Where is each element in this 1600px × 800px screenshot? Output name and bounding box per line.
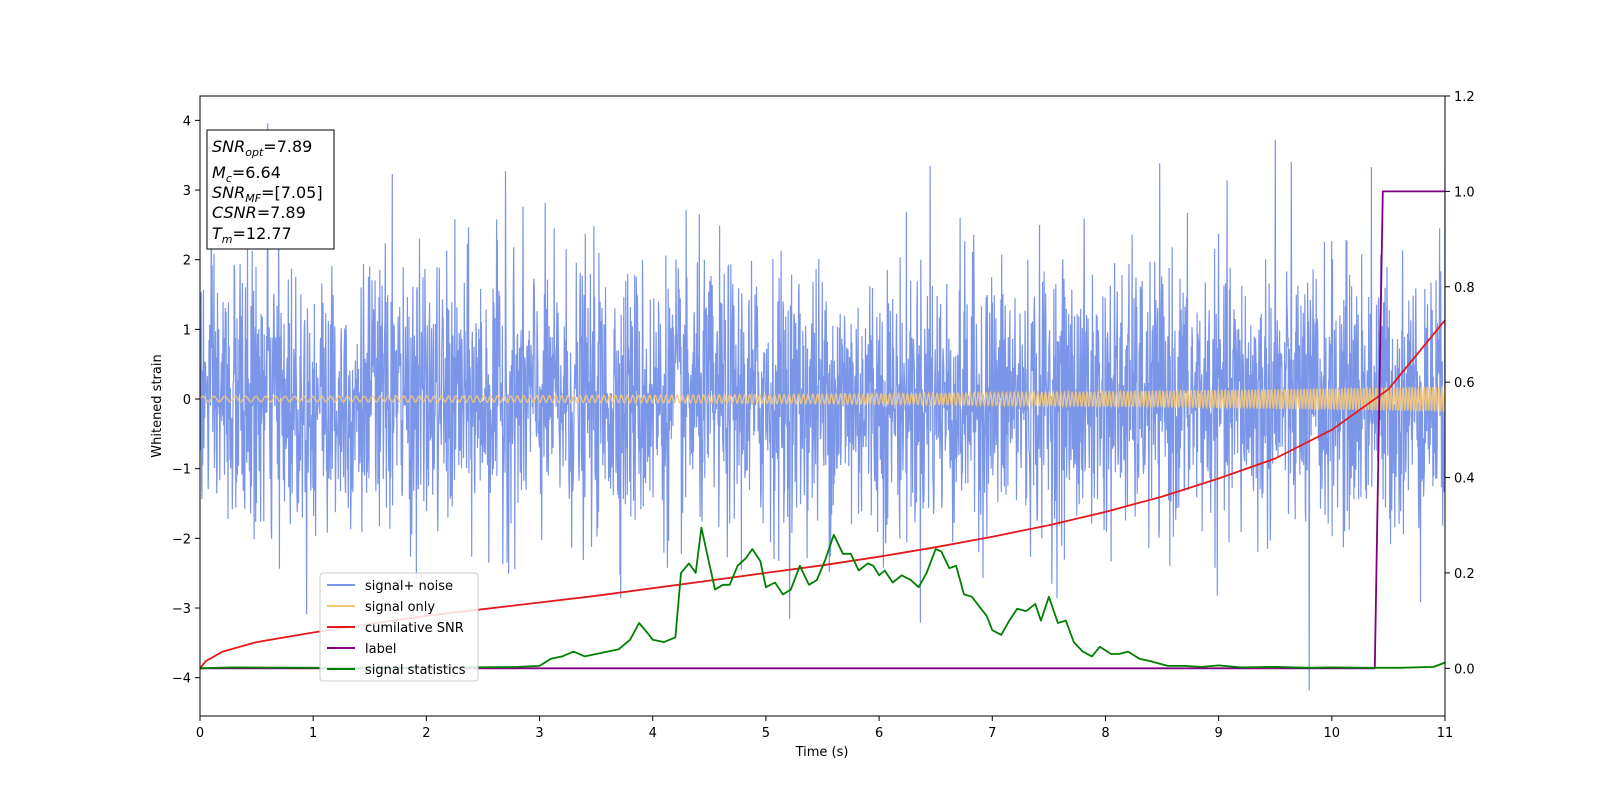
y-tick-label-4: 4	[183, 114, 191, 129]
y2-tick-label-0.6: 0.6	[1454, 376, 1475, 391]
y-tick-label--4: −4	[172, 672, 191, 687]
x-axis-label: Time (s)	[795, 745, 849, 760]
x-tick-label-11: 11	[1437, 726, 1454, 741]
annotation-line-snr-mf: SNRMF=[7.05]	[212, 183, 323, 205]
x-tick-label-10: 10	[1324, 726, 1341, 741]
annotation-box: SNRopt=7.89 Mc=6.64 SNRMF=[7.05] CSNR=7.…	[206, 129, 335, 250]
series-signal-only	[200, 384, 1445, 413]
axes-layer: 0 1 2 3 4 5 6 7 8 9 10 11 −4 −3 −2 −1 0 1 2 3 4 0.0 0.2 0.4 0.6 0…	[172, 90, 1475, 741]
y-tick-label--1: −1	[172, 463, 191, 478]
y2-tick-label-0.0: 0.0	[1454, 662, 1475, 677]
x-tick-label-1: 1	[309, 726, 317, 741]
y2-tick-label-1.2: 1.2	[1454, 90, 1475, 105]
annotation-line-tm: Tm=12.77	[212, 224, 292, 246]
y-tick-label-1: 1	[183, 323, 191, 338]
annotation-line-csnr: CSNR=7.89	[212, 203, 306, 222]
x-tick-label-3: 3	[535, 726, 543, 741]
annotation-frame	[206, 129, 335, 250]
legend-label-label: label	[365, 642, 396, 657]
y-tick-label--3: −3	[172, 602, 191, 617]
series-signal-noise	[200, 123, 1445, 691]
x-tick-label-0: 0	[196, 726, 204, 741]
x-tick-label-9: 9	[1214, 726, 1222, 741]
y-tick-label-0: 0	[183, 393, 191, 408]
legend-label-signal-statistics: signal statistics	[365, 663, 466, 678]
x-tick-label-4: 4	[649, 726, 657, 741]
y2-tick-label-0.4: 0.4	[1454, 472, 1475, 487]
y-tick-label-2: 2	[183, 254, 191, 269]
x-tick-label-6: 6	[875, 726, 883, 741]
series-label	[200, 190, 1445, 670]
x-tick-label-7: 7	[988, 726, 996, 741]
legend-label-signal-noise: signal+ noise	[365, 579, 453, 594]
y-axis-label: Whitened strain	[150, 354, 165, 457]
x-tick-label-5: 5	[762, 726, 770, 741]
y-tick-label-3: 3	[183, 184, 191, 199]
plot-frame	[199, 95, 1446, 717]
legend: signal+ noise signal only cumilative SNR…	[319, 572, 479, 682]
series-signal-statistics	[200, 526, 1445, 670]
x-tick-label-8: 8	[1101, 726, 1109, 741]
legend-frame	[319, 572, 479, 682]
y-tick-label--2: −2	[172, 532, 191, 547]
legend-label-signal-only: signal only	[365, 600, 435, 615]
series-cumulative-snr	[200, 319, 1445, 669]
y2-tick-label-0.2: 0.2	[1454, 567, 1475, 582]
x-tick-label-2: 2	[422, 726, 430, 741]
legend-label-cumulative-snr: cumilative SNR	[365, 621, 464, 636]
annotation-line-snr-opt: SNRopt=7.89	[212, 137, 312, 159]
y2-tick-label-1.0: 1.0	[1454, 185, 1475, 200]
annotation-line-mc: Mc=6.64	[212, 163, 281, 185]
series-layer	[200, 123, 1445, 691]
y2-tick-label-0.8: 0.8	[1454, 281, 1475, 296]
